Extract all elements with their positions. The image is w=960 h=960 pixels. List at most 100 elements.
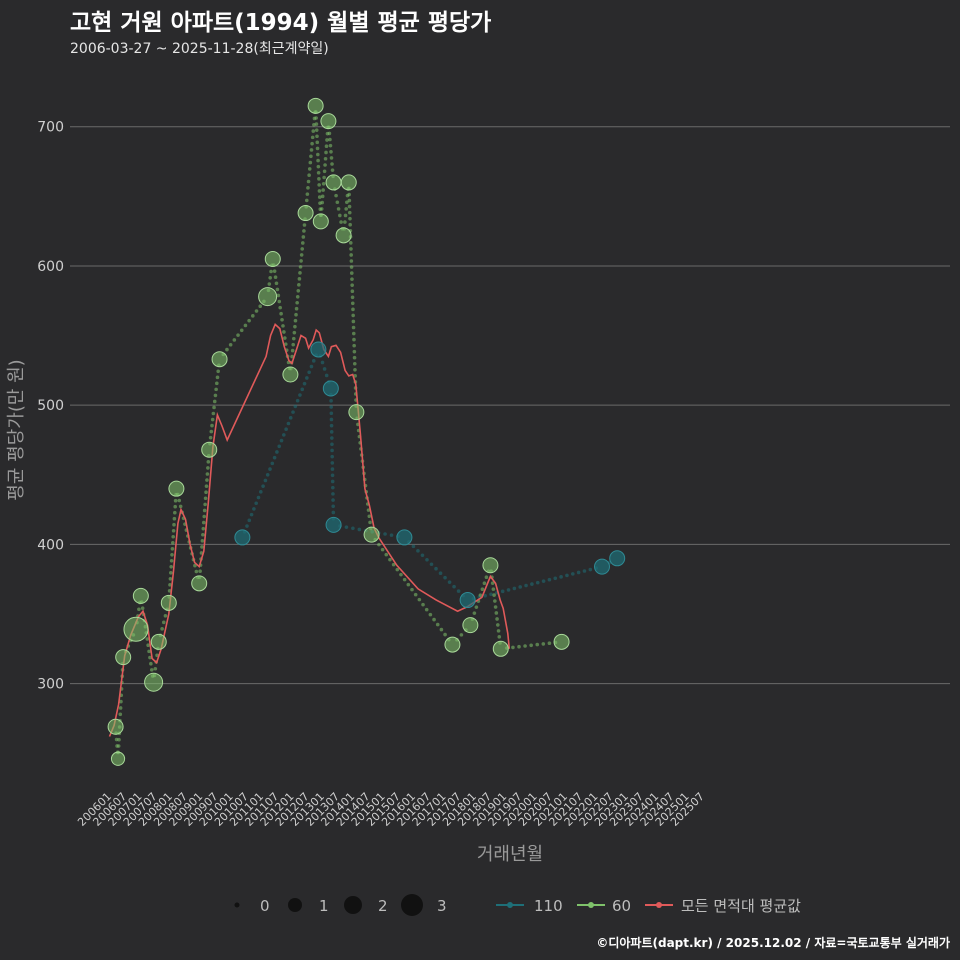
series-60-trail-dot (173, 498, 178, 503)
series-110-trail-dot (302, 381, 307, 386)
series-60-trail-dot (140, 606, 145, 611)
series-60-point-21 (340, 174, 357, 191)
series-60-trail-dot (204, 484, 209, 488)
series-60-trail-dot (402, 577, 407, 582)
series-110-trail-dot (331, 504, 335, 509)
series-60-trail-dot (496, 629, 501, 633)
series-60-trail-dot (334, 193, 338, 198)
series-60-trail-dot (349, 271, 354, 275)
y-tick-label-700: 700 (37, 120, 64, 136)
series-110-trail-dot (411, 544, 416, 549)
series-average-line (108, 323, 511, 737)
series-60-trail-dot (529, 643, 533, 648)
series-60-trail-dot (296, 288, 301, 293)
series-60-trail-dot (432, 617, 436, 622)
series-60-trail-dot (547, 641, 552, 646)
y-tick-label-500: 500 (37, 398, 64, 414)
series-110-trail-dot (305, 376, 309, 380)
series-60-trail-dot (322, 169, 327, 174)
series-60-trail-dot (210, 417, 215, 422)
series-60-trail-dot (274, 281, 279, 286)
series-60-trail-dot (216, 369, 220, 374)
series-110-point-7 (609, 550, 626, 567)
series-60-trail-dot (472, 611, 477, 615)
series-60-trail-dot (160, 627, 164, 631)
series-60-trail-dot (352, 343, 356, 348)
series-60-trail-dot (410, 587, 414, 592)
series-110-trail-dot (588, 567, 593, 572)
series-60-trail-dot (493, 605, 498, 609)
series-60-trail-dot (492, 593, 496, 597)
series-60-trail-dot (316, 152, 320, 157)
series-110-trail-dot (330, 454, 335, 459)
series-60-trail-dot (325, 138, 329, 142)
series-110-trail-dot (553, 576, 558, 581)
series-60-trail-dot (170, 546, 175, 551)
series-110-trail-dot (331, 492, 335, 496)
legend-size-3-marker (401, 894, 423, 916)
series-60-trail-dot (300, 247, 305, 251)
series-60-trail-dot (349, 259, 354, 263)
series-60-point-1 (110, 751, 126, 766)
series-60-trail-dot (272, 269, 277, 273)
series-60-trail-dot (523, 644, 527, 648)
series-60-trail-dot (319, 207, 324, 211)
series-60-trail-dot (168, 583, 172, 587)
series-60-point-23 (363, 526, 380, 543)
series-60-trail-dot (203, 496, 208, 501)
y-tick-label-300: 300 (37, 677, 64, 693)
series-60-trail-dot (310, 141, 314, 146)
series-60-trail-dot (214, 387, 218, 392)
series-60-point-20 (335, 227, 352, 244)
legend-110-marker (507, 902, 513, 908)
series-60-trail-dot (148, 655, 152, 660)
series-110-trail-dot (330, 448, 334, 453)
series-60-trail-dot (210, 423, 214, 428)
series-110-trail-dot (547, 577, 552, 582)
series-60-trail-dot (117, 737, 121, 742)
series-60-trail-dot (202, 508, 207, 513)
series-60-trail-dot (291, 336, 296, 341)
legend-size-2-marker (344, 896, 362, 914)
series-60-trail-dot (294, 306, 299, 311)
series-60-trail-dot (211, 411, 216, 416)
series-60-trail-dot (351, 325, 356, 330)
legend-size-0-marker (234, 902, 240, 908)
series-60-trail-dot (347, 204, 352, 209)
y-axis: 300 400 500 600 700 (37, 120, 64, 693)
series-60-trail-dot (232, 338, 237, 342)
series-60-trail-dot (283, 336, 287, 340)
series-60-trail-dot (348, 216, 352, 221)
y-axis-label: 평균 평당가(만 원) (6, 359, 27, 500)
series-60-point-14 (282, 366, 299, 383)
series-60-trail-dot (194, 569, 199, 574)
series-60-trail-dot (474, 605, 479, 609)
series-60-trail-dot (330, 162, 334, 166)
series-60-point-28 (553, 633, 570, 650)
series-60-point-18 (320, 113, 337, 130)
x-axis: 2006012006072007012007072008012008072009… (75, 790, 707, 829)
series-60-trail-dot (322, 175, 326, 180)
series-60-trail-dot (353, 374, 357, 378)
series-60-trail-dot (324, 144, 329, 149)
series-110-trail-dot (518, 585, 523, 589)
series-60-trail-dot (399, 572, 403, 577)
series-110-trail-dot (344, 525, 349, 529)
series-60-point-10 (201, 441, 218, 458)
series-60-trail-dot (367, 514, 372, 519)
series-110-trail-dot (309, 364, 314, 369)
series-110-trail-dot (506, 588, 511, 592)
legend: 0 1 2 3 110 60 모든 면적대 평균값 (234, 894, 801, 916)
series-60-trail-dot (228, 342, 233, 347)
series-60-trail-dot (314, 116, 318, 120)
series-60-trail-dot (350, 283, 354, 287)
series-60-trail-dot (201, 526, 206, 531)
series-60-trail-dot (343, 213, 348, 218)
series-60-point-19 (325, 174, 342, 191)
series-60-trail-dot (317, 189, 322, 193)
series-110-trail-dot (576, 570, 581, 575)
series-60-trail-dot (338, 213, 342, 218)
series-60-trail-dot (275, 287, 280, 292)
series-60-trail-dot (388, 557, 392, 562)
series-60-trail-dot (351, 331, 356, 336)
